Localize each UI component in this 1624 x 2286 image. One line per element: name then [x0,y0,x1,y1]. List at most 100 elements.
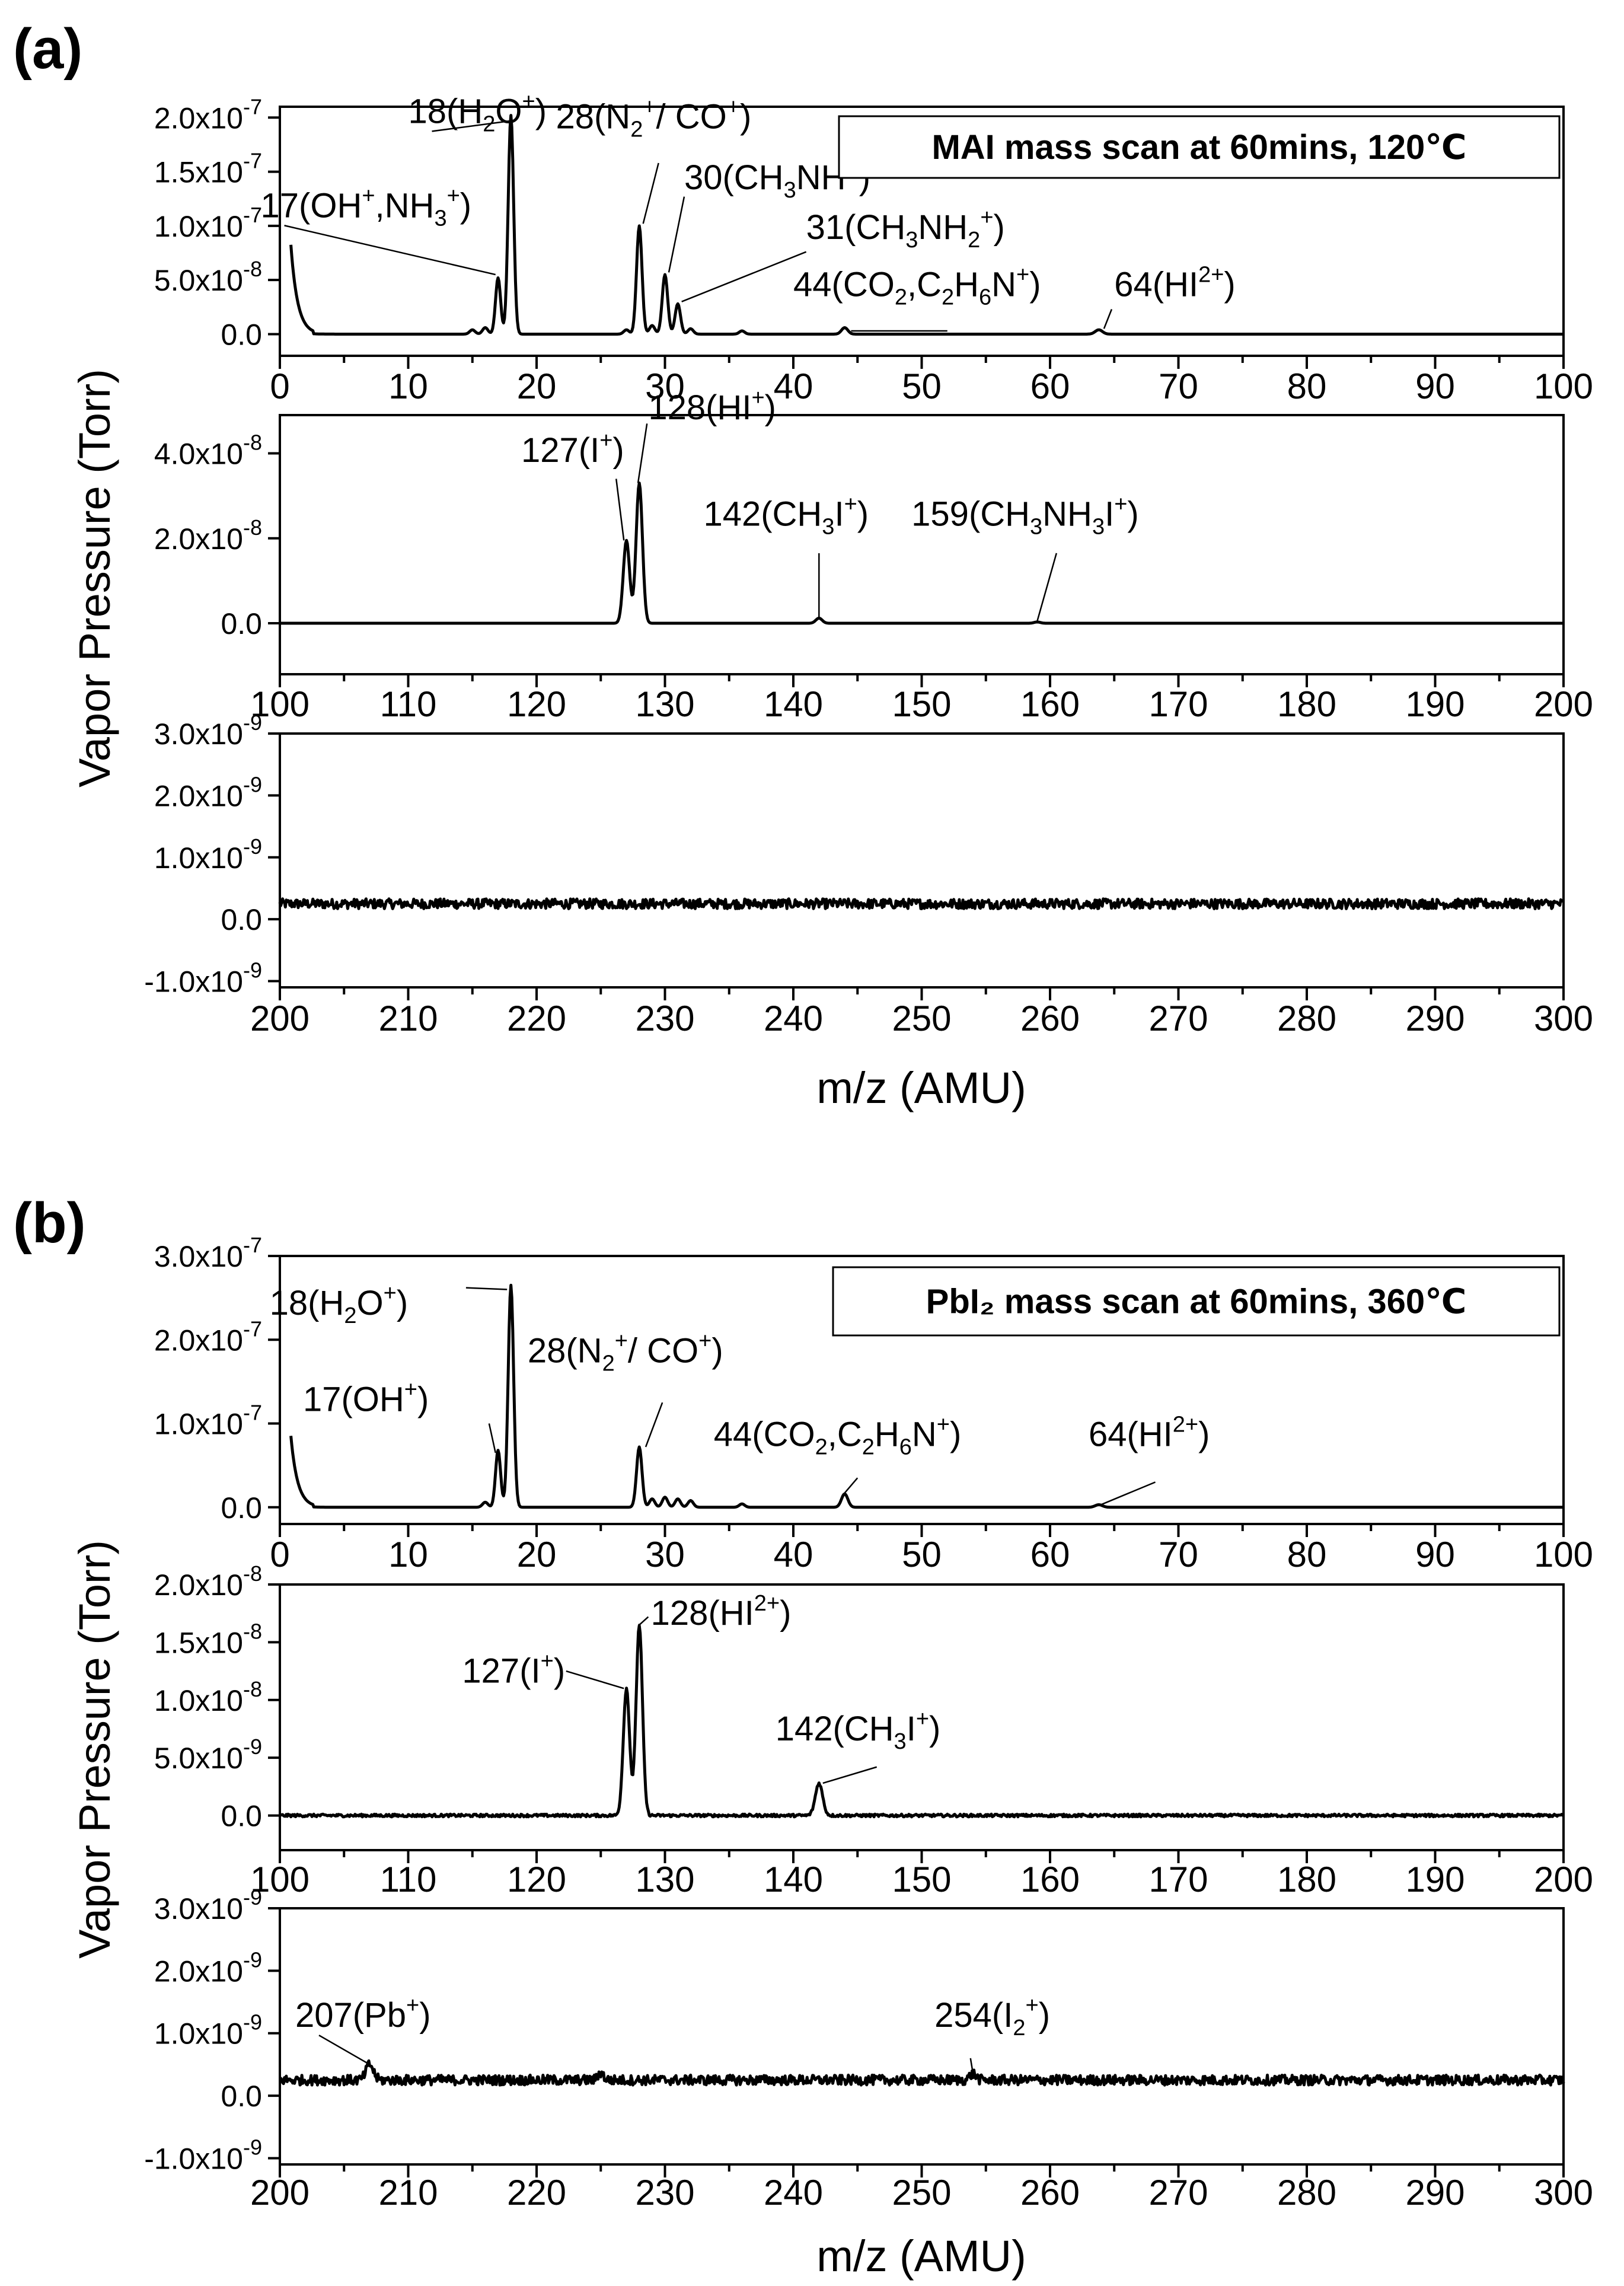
y-tick-label: 0.0 [221,1491,262,1525]
y-tick-label: 2.0x10-7 [154,1316,262,1357]
x-tick-label: 190 [1405,1860,1465,1899]
x-tick-label: 260 [1020,2173,1080,2212]
annotation-leader [822,1766,878,1784]
y-tick-label: 1.0x10-7 [154,203,262,243]
peak-annotation: 142(CH3I+) [776,1707,941,1754]
x-tick-label: 60 [1030,1535,1070,1574]
x-tick-label: 250 [892,2173,951,2212]
spectrum-trace [278,1624,1564,1819]
x-tick-label: 230 [635,2173,694,2212]
annotation-leader [615,479,625,541]
peak-annotation: 254(I2+) [934,1993,1050,2040]
y-tick-label: 2.0x10-8 [154,1561,262,1602]
x-tick-label: 30 [645,366,685,406]
plot-frame [279,1907,1565,2166]
x-tick-label: 180 [1277,1860,1336,1899]
x-tick-label: 100 [250,684,310,724]
chart-title: PbI₂ mass scan at 60mins, 360℃ [926,1283,1467,1321]
peak-annotation: 127(I+) [462,1649,565,1691]
x-tick-label: 150 [892,684,951,724]
x-tick-label: 210 [378,999,438,1038]
x-tick-label: 300 [1534,2173,1593,2212]
figure-panel-a: (a) Vapor Pressure (Torr) m/z (AMU) 0 10 20 30… [13,17,1593,1112]
peak-annotation: 17(OH+) [303,1377,429,1418]
x-tick-label: 220 [507,999,566,1038]
peak-annotation: 64(HI2+) [1089,1413,1210,1454]
x-tick-label: 250 [892,999,951,1038]
peak-point [677,302,679,305]
x-tick-label: 290 [1405,2173,1465,2212]
x-tick-label: 100 [1534,1535,1593,1574]
subplot-3: 200 210 220 230 240 250 260 270 280 290 300 -1.0x10… [144,1885,1593,2212]
annotation-leader [681,251,807,302]
y-tick-label: 0.0 [221,607,262,640]
peak-annotation: 28(N2+/ CO+) [528,1328,723,1376]
y-tick-label: 0.0 [221,903,262,936]
x-tick-label: 170 [1148,1860,1208,1899]
annotation-leader [1103,309,1113,329]
peak-annotation: 207(Pb+) [295,1993,431,2035]
x-tick-label: 100 [250,1860,310,1899]
x-tick-label: 270 [1148,2173,1208,2212]
x-tick-label: 110 [380,684,437,724]
peak-point [625,539,628,542]
peak-annotation: 28(N2+/ CO+) [556,95,751,142]
x-tick-label: 0 [270,366,289,406]
subplot-2: 100 110 120 130 140 150 160 170 180 190 200 0.0 5.0x… [154,1561,1593,1899]
y-tick-label: 1.0x10-9 [154,2010,262,2051]
peak-point [497,1449,500,1452]
x-tick-label: 70 [1159,366,1198,406]
annotation-leader [1036,553,1058,621]
plot-frame [279,732,1565,989]
peak-annotation: 17(OH+,NH3+) [261,183,472,231]
x-axis-title: m/z (AMU) [816,1063,1026,1112]
peak-point [625,329,628,331]
annotation-leader [488,1423,496,1453]
peak-annotation: 128(HI+) [648,385,776,427]
spectrum-trace [279,482,1564,625]
x-tick-label: 10 [388,1535,428,1574]
x-tick-label: 50 [902,366,942,406]
y-tick-label: 3.0x10-9 [154,710,262,751]
annotation-leader [318,2035,371,2065]
y-axis-title: Vapor Pressure (Torr) [70,369,119,787]
y-tick-label: 5.0x10-8 [154,257,262,297]
inset-title-box [838,115,1561,179]
y-tick-label: 2.0x10-8 [154,515,262,556]
inset-title-box [832,1266,1561,1337]
x-tick-label: 170 [1148,684,1208,724]
x-tick-label: 20 [517,1535,557,1574]
annotation-leader [642,162,659,224]
y-tick-label: 3.0x10-9 [154,1885,262,1925]
peak-point [677,1497,679,1500]
x-tick-label: 110 [380,1860,437,1899]
subplot-2: 100 110 120 130 140 150 160 170 180 190 200 0.0 2.0x… [154,385,1593,724]
x-tick-label: 290 [1405,999,1465,1038]
peak-point [497,276,500,279]
spectrum-trace [279,2059,1565,2087]
x-tick-label: 70 [1159,1535,1198,1574]
peak-point [663,1496,666,1499]
y-tick-label: 2.0x10-9 [154,1947,262,1988]
x-tick-label: 40 [774,1535,813,1574]
peak-point [741,330,744,332]
y-axis-title: Vapor Pressure (Torr) [70,1540,119,1959]
x-tick-label: 210 [378,2173,438,2212]
x-tick-label: 40 [774,366,813,406]
peak-point [843,326,846,329]
subplot-3: 200 210 220 230 240 250 260 270 280 290 300 -1.0x10… [144,710,1593,1038]
chart-title: MAI mass scan at 60mins, 120℃ [931,128,1466,167]
x-tick-label: 10 [388,366,428,406]
x-tick-label: 260 [1020,999,1080,1038]
y-tick-label: 0.0 [221,2080,262,2113]
x-tick-label: 280 [1277,2173,1336,2212]
y-tick-label: 0.0 [221,318,262,351]
peak-annotation: 142(CH3I+) [703,492,869,539]
annotation-leader [1098,1481,1156,1507]
y-tick-label: 0.0 [221,1800,262,1833]
x-tick-label: 200 [1534,684,1593,724]
peak-point [663,273,666,276]
peak-point [650,1497,653,1500]
subplot-1: 0 10 20 30 40 50 60 70 80 90 100 0.0 1.0x10-7 2.0x10-… [154,1233,1593,1574]
